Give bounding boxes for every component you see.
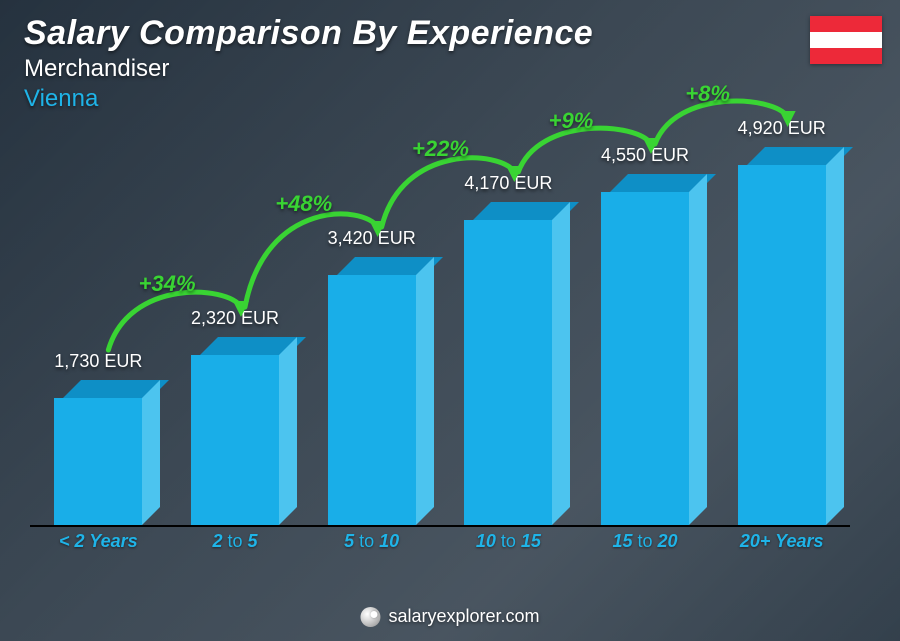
bar: 1,730 EUR (54, 398, 142, 525)
footer-attribution: salaryexplorer.com (360, 606, 539, 627)
bar-side (416, 257, 434, 525)
bar-value-label: 4,920 EUR (702, 118, 862, 139)
bar-value-label: 1,730 EUR (18, 351, 178, 372)
bar-value-label: 2,320 EUR (155, 308, 315, 329)
bar: 3,420 EUR (328, 275, 416, 525)
chart-stage: Salary Comparison By Experience Merchand… (0, 0, 900, 641)
country-flag-austria (810, 16, 882, 64)
bar-side (826, 147, 844, 525)
bar-slot: 1,730 EUR (30, 398, 167, 525)
bar-value-label: 4,550 EUR (565, 145, 725, 166)
delta-label: +8% (685, 81, 730, 107)
category-label: 15 to 20 (577, 531, 714, 561)
category-label: 2 to 5 (167, 531, 304, 561)
bar-slot: 4,920 EUR (713, 165, 850, 525)
flag-stripe (810, 32, 882, 48)
bar-slot: 2,320 EUR (167, 355, 304, 525)
title-block: Salary Comparison By Experience Merchand… (24, 14, 593, 113)
category-label: 20+ Years (713, 531, 850, 561)
x-axis-line (30, 525, 850, 527)
category-labels: < 2 Years2 to 55 to 1010 to 1515 to 2020… (30, 531, 850, 561)
bar-front (464, 220, 552, 525)
category-label: 5 to 10 (303, 531, 440, 561)
bar-chart: 1,730 EUR 2,320 EUR 3,420 EUR 4,170 EUR 4,55… (30, 140, 850, 561)
logo-globe-icon (360, 607, 380, 627)
chart-location: Vienna (24, 85, 593, 113)
bar-front (601, 192, 689, 525)
bar-side (552, 202, 570, 525)
bar-front (54, 398, 142, 525)
bar: 4,920 EUR (738, 165, 826, 525)
bar-side (279, 337, 297, 525)
bar: 2,320 EUR (191, 355, 279, 525)
footer-site-text: salaryexplorer.com (388, 606, 539, 627)
bar-value-label: 4,170 EUR (428, 173, 588, 194)
bar-slot: 4,550 EUR (577, 192, 714, 525)
flag-stripe (810, 16, 882, 32)
bar-side (689, 174, 707, 525)
bar-front (738, 165, 826, 525)
bar-front (191, 355, 279, 525)
flag-stripe (810, 48, 882, 64)
bar-front (328, 275, 416, 525)
category-label: 10 to 15 (440, 531, 577, 561)
bars-container: 1,730 EUR 2,320 EUR 3,420 EUR 4,170 EUR 4,55… (30, 140, 850, 525)
chart-subtitle: Merchandiser (24, 55, 593, 83)
bar-value-label: 3,420 EUR (292, 228, 452, 249)
bar: 4,170 EUR (464, 220, 552, 525)
category-label: < 2 Years (30, 531, 167, 561)
bar: 4,550 EUR (601, 192, 689, 525)
bar-slot: 4,170 EUR (440, 220, 577, 525)
bar-slot: 3,420 EUR (303, 275, 440, 525)
bar-side (142, 380, 160, 525)
chart-title: Salary Comparison By Experience (24, 14, 593, 53)
